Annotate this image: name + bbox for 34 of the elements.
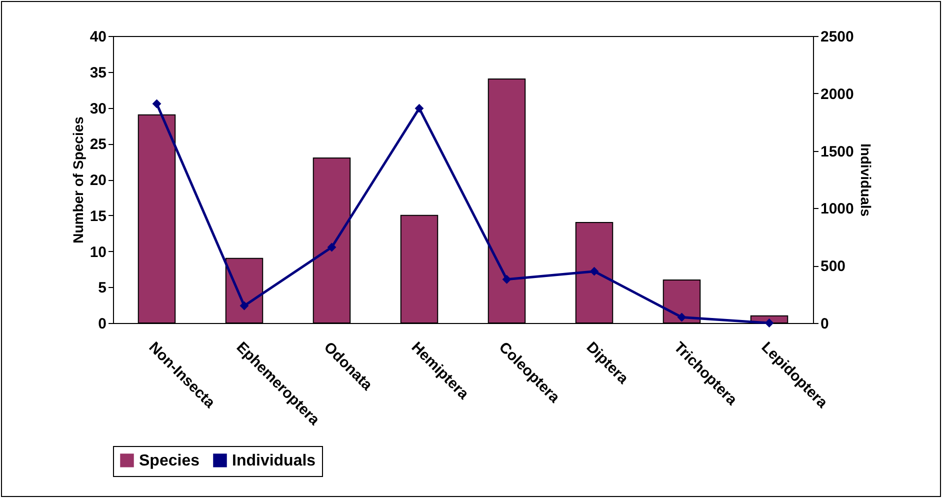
- y-tick-label: 25: [90, 136, 106, 154]
- y2-tick-label: 2500: [820, 28, 854, 46]
- y2-tick-label: 1000: [820, 200, 854, 218]
- bar: [662, 279, 701, 324]
- y2-tick-label: 500: [820, 258, 846, 276]
- point: [327, 242, 336, 252]
- point: [677, 312, 686, 322]
- y2-tick-label: 1500: [820, 143, 854, 160]
- point: [502, 274, 512, 284]
- y-axis-title: Number of Species: [70, 116, 86, 244]
- point: [152, 99, 162, 108]
- y-tick-label: 20: [90, 172, 106, 189]
- bar: [312, 157, 351, 324]
- y-tick-label: 15: [90, 208, 106, 225]
- y-tick-label: 10: [90, 244, 106, 261]
- y2-axis-title: Individuals: [858, 143, 874, 217]
- y-tick-label: 30: [90, 100, 106, 118]
- point: [414, 104, 424, 113]
- y-tick-label: 0: [98, 316, 106, 332]
- y2-tick-label: 0: [820, 316, 829, 332]
- y-tick-label: 35: [90, 64, 106, 82]
- point: [240, 301, 249, 310]
- legend-label: Species: [139, 452, 200, 470]
- bar: [225, 258, 264, 324]
- bar: [138, 114, 176, 324]
- point: [590, 266, 599, 276]
- y-tick-label: 40: [90, 28, 106, 46]
- y-tick-label: 5: [98, 280, 106, 297]
- legend-label: Individuals: [232, 452, 316, 470]
- bar: [575, 222, 614, 324]
- bar: [400, 214, 438, 324]
- point: [764, 318, 774, 328]
- bar: [488, 78, 526, 324]
- y2-tick-label: 2000: [820, 86, 854, 103]
